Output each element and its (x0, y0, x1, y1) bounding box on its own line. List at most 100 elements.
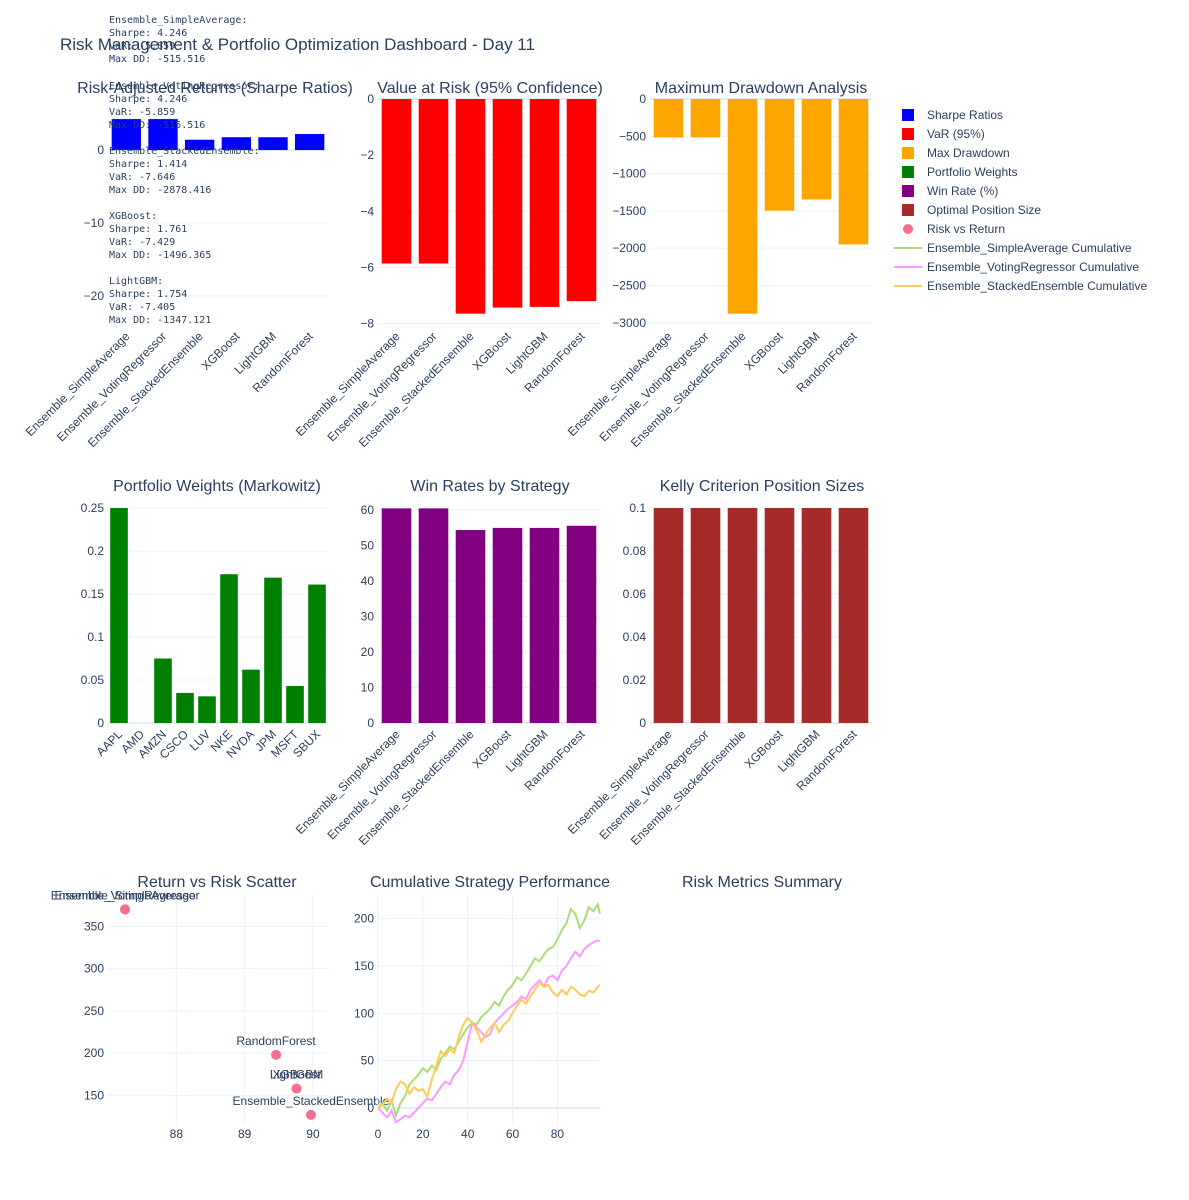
bar-Ensemble_VotingRegressor[interactable] (418, 508, 449, 723)
scatter-point-label: Ensemble_StackedEnsemble (233, 1094, 390, 1108)
legend-item[interactable]: Ensemble_StackedEnsemble Cumulative (894, 279, 1147, 293)
legend-swatch (902, 166, 914, 178)
bar-Ensemble_StackedEnsemble[interactable] (455, 99, 486, 314)
bar-RandomForest[interactable] (295, 133, 325, 151)
legend-item[interactable]: Win Rate (%) (902, 184, 998, 198)
y-tick-label: −20 (84, 289, 105, 303)
summary-line: Sharpe: 1.754 (109, 289, 187, 300)
bar-Ensemble_VotingRegressor[interactable] (690, 508, 721, 723)
legend-item[interactable]: Sharpe Ratios (902, 108, 1003, 122)
scatter-point-RandomForest[interactable] (271, 1049, 282, 1060)
subplot-title-winrate: Win Rates by Strategy (410, 478, 569, 495)
bar-MSFT[interactable] (286, 686, 304, 723)
scatter-point-Ensemble_VotingRegressor[interactable] (120, 904, 131, 915)
bar-XGBoost[interactable] (764, 99, 795, 211)
bar-Ensemble_SimpleAverage[interactable] (381, 508, 412, 723)
legend-swatch (902, 204, 914, 216)
subplot-title-cum: Cumulative Strategy Performance (370, 874, 610, 891)
bar-Ensemble_SimpleAverage[interactable] (381, 99, 412, 264)
legend-swatch (902, 147, 914, 159)
summary-line: Ensemble_VotingRegressor: (109, 81, 260, 92)
bar-RandomForest[interactable] (566, 525, 597, 723)
y-tick-label: −3000 (612, 316, 646, 330)
legend-swatch (903, 224, 913, 234)
bar-Ensemble_SimpleAverage[interactable] (653, 99, 684, 138)
y-tick-label: 0.25 (81, 501, 105, 515)
legend-item[interactable]: Ensemble_VotingRegressor Cumulative (894, 260, 1139, 274)
bar-SBUX[interactable] (308, 584, 326, 723)
legend-item[interactable]: VaR (95%) (902, 127, 985, 141)
bar-RandomForest[interactable] (838, 99, 869, 245)
bar-LUV[interactable] (198, 696, 216, 723)
bar-LightGBM[interactable] (529, 527, 560, 723)
scatter-point-LightGBM[interactable] (291, 1083, 302, 1094)
bar-Ensemble_StackedEnsemble[interactable] (727, 508, 758, 723)
y-tick-label: 0.15 (81, 587, 105, 601)
x-tick-label: 60 (506, 1127, 520, 1141)
scatter-point-label: Ensemble_VotingRegressor (51, 888, 200, 902)
legend[interactable]: Sharpe Ratios VaR (95%) Max Drawdown Portfo… (894, 108, 1147, 293)
series-line-Ensemble_StackedEnsemble Cumulative[interactable] (377, 981, 601, 1109)
summary-line: Max DD: -515.516 (109, 120, 205, 131)
bar-NKE[interactable] (220, 574, 238, 723)
summary-line: Max DD: -1347.121 (109, 315, 211, 326)
bar-RandomForest[interactable] (838, 508, 869, 723)
bar-Ensemble_StackedEnsemble[interactable] (727, 99, 758, 314)
chart-scatter: Return vs Risk Scatter 150 200 250 300 350 88 8… (51, 874, 390, 1141)
y-tick-label: 0 (367, 92, 374, 106)
y-tick-label: 150 (354, 959, 374, 973)
series-line-Ensemble_SimpleAverage Cumulative[interactable] (377, 902, 601, 1119)
bar-XGBoost[interactable] (764, 508, 795, 723)
bar-NVDA[interactable] (242, 669, 260, 723)
bar-AAPL[interactable] (110, 508, 128, 723)
chart-var: Value at Risk (95% Confidence)0−2−4−6−8E… (293, 80, 603, 450)
x-tick-label: 88 (170, 1127, 184, 1141)
y-tick-label: 250 (84, 1004, 104, 1018)
legend-label: Sharpe Ratios (927, 108, 1003, 122)
bar-Ensemble_VotingRegressor[interactable] (148, 119, 178, 151)
bar-AMZN[interactable] (154, 658, 172, 724)
bar-XGBoost[interactable] (221, 137, 251, 151)
scatter-point-label: RandomForest (236, 1034, 316, 1048)
legend-item[interactable]: Optimal Position Size (902, 203, 1041, 217)
summary-line: VaR: -5.859 (109, 107, 175, 118)
bar-XGBoost[interactable] (492, 99, 523, 308)
bar-CSCO[interactable] (176, 692, 194, 723)
bar-Ensemble_SimpleAverage[interactable] (653, 508, 684, 723)
y-tick-label: 0 (639, 716, 646, 730)
scatter-point-label: LightGBM (270, 1068, 323, 1082)
summary-line: LightGBM: (109, 276, 163, 287)
y-tick-label: −500 (619, 129, 646, 143)
subplot-title-sharpe: Risk-Adjusted Returns (Sharpe Ratios) (77, 80, 353, 97)
bar-XGBoost[interactable] (492, 527, 523, 723)
bar-LightGBM[interactable] (529, 99, 560, 307)
legend-label: Ensemble_StackedEnsemble Cumulative (927, 279, 1147, 293)
x-tick-label: 90 (306, 1127, 320, 1141)
bar-Ensemble_SimpleAverage[interactable] (111, 119, 141, 151)
bar-RandomForest[interactable] (566, 99, 597, 302)
legend-label: Max Drawdown (927, 146, 1010, 160)
bar-Ensemble_StackedEnsemble[interactable] (185, 139, 215, 151)
legend-swatch (902, 109, 914, 121)
chart-weights: Portfolio Weights (Markowitz) 0 0.05 0.1 0.1… (81, 478, 328, 762)
summary-line: Sharpe: 4.246 (109, 28, 187, 39)
bar-JPM[interactable] (264, 577, 282, 723)
scatter-point-Ensemble_StackedEnsemble[interactable] (305, 1109, 316, 1120)
legend-item[interactable]: Portfolio Weights (902, 165, 1018, 179)
y-tick-label: 200 (354, 912, 374, 926)
summary-line: VaR: -7.405 (109, 302, 175, 313)
bar-Ensemble_VotingRegressor[interactable] (690, 99, 721, 138)
chart-winrate: Win Rates by Strategy0102030405060Ensemb… (293, 478, 600, 848)
series-line-Ensemble_VotingRegressor Cumulative[interactable] (377, 939, 601, 1124)
y-tick-label: −1500 (612, 204, 646, 218)
legend-item[interactable]: Risk vs Return (903, 222, 1005, 236)
legend-item[interactable]: Ensemble_SimpleAverage Cumulative (894, 241, 1132, 255)
bar-LightGBM[interactable] (801, 99, 832, 200)
bar-LightGBM[interactable] (801, 508, 832, 723)
bar-Ensemble_VotingRegressor[interactable] (418, 99, 449, 264)
legend-item[interactable]: Max Drawdown (902, 146, 1010, 160)
bar-LightGBM[interactable] (258, 137, 288, 151)
bar-Ensemble_StackedEnsemble[interactable] (455, 530, 486, 723)
chart-sharpe: Risk-Adjusted Returns (Sharpe Ratios) 0 −1… (23, 80, 353, 450)
